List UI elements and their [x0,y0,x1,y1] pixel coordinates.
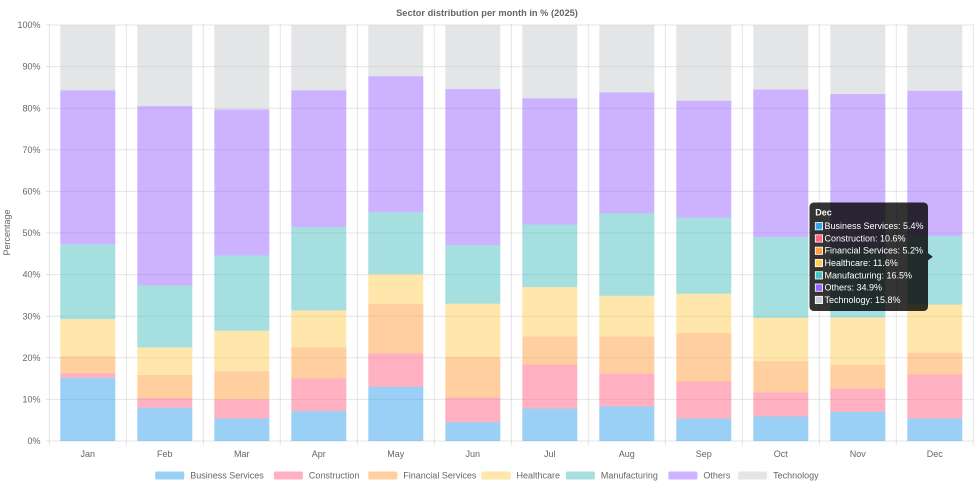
svg-text:60%: 60% [22,187,40,197]
svg-text:Healthcare: 11.6%: Healthcare: 11.6% [825,258,898,268]
svg-text:Business Services: 5.4%: Business Services: 5.4% [825,221,924,231]
svg-text:Construction: Construction [309,471,360,481]
svg-text:Nov: Nov [850,449,867,459]
svg-text:10%: 10% [22,395,40,405]
svg-text:Financial Services: 5.2%: Financial Services: 5.2% [825,246,924,256]
svg-text:Others: Others [703,471,731,481]
svg-text:100%: 100% [17,20,40,30]
svg-text:Sector distribution per month: Sector distribution per month in % (2025… [396,8,578,18]
svg-text:Feb: Feb [157,449,173,459]
svg-text:Dec: Dec [815,208,832,218]
svg-text:Jun: Jun [466,449,481,459]
svg-text:Percentage: Percentage [2,209,12,255]
svg-text:Construction: 10.6%: Construction: 10.6% [825,233,906,243]
svg-text:Technology: Technology [773,471,819,481]
svg-text:Technology: 15.8%: Technology: 15.8% [825,295,901,305]
svg-text:0%: 0% [27,436,40,446]
svg-text:70%: 70% [22,145,40,155]
svg-text:Sep: Sep [696,449,712,459]
svg-text:Dec: Dec [927,449,944,459]
svg-text:Jan: Jan [81,449,96,459]
svg-text:30%: 30% [22,311,40,321]
svg-text:Mar: Mar [234,449,250,459]
svg-text:Aug: Aug [619,449,635,459]
svg-text:Manufacturing: Manufacturing [601,471,658,481]
svg-text:Healthcare: Healthcare [517,471,561,481]
svg-text:90%: 90% [22,62,40,72]
svg-text:May: May [387,449,405,459]
svg-text:Manufacturing: 16.5%: Manufacturing: 16.5% [825,270,913,280]
svg-text:Apr: Apr [312,449,326,459]
svg-text:50%: 50% [22,228,40,238]
svg-text:40%: 40% [22,270,40,280]
svg-text:Oct: Oct [774,449,789,459]
svg-text:20%: 20% [22,353,40,363]
svg-text:Others: 34.9%: Others: 34.9% [825,283,883,293]
svg-text:Financial Services: Financial Services [403,471,477,481]
svg-text:80%: 80% [22,103,40,113]
svg-text:Jul: Jul [544,449,556,459]
svg-text:Business Services: Business Services [190,471,264,481]
